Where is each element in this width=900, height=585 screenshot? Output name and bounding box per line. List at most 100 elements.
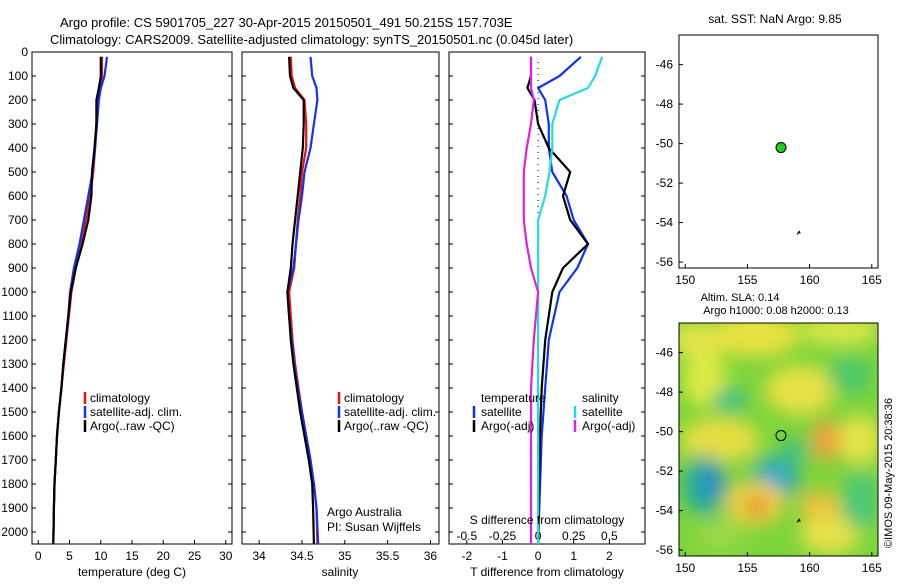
map-y-tick-label: -46 <box>656 58 674 72</box>
map-y-tick-label: -52 <box>656 176 674 190</box>
temperature-panel: 0 5 10 15 20 25 30 <box>35 56 233 563</box>
x-tick-label: 5 <box>66 549 73 563</box>
legend-label-t-argo: Argo(-adj) <box>481 419 534 433</box>
x-tick-label: 2 <box>606 549 613 563</box>
sst-map-title: sat. SST: NaN Argo: 9.85 <box>708 12 842 26</box>
salinity-legend: climatology satellite-adj. clim. Argo(..… <box>337 391 436 433</box>
legend-label-climatology: climatology <box>344 391 404 405</box>
s-difference-axis-label: S difference from climatology <box>470 513 625 527</box>
s-tick-label: 0.5 <box>601 529 618 543</box>
credit-line2: PI: Susan Wijffels <box>327 520 421 534</box>
map-y-tick-label: -50 <box>656 425 674 439</box>
x-tick-label: -2 <box>461 549 472 563</box>
map-x-tick-label: 160 <box>800 273 820 287</box>
s-tick-label: -0.5 <box>456 529 477 543</box>
salinity-axis-label: salinity <box>322 565 359 579</box>
depth-tick-label: 800 <box>8 237 28 251</box>
series-line-temperature-satellite <box>536 55 590 545</box>
x-tick-label: 34 <box>252 549 266 563</box>
imos-watermark: ©IMOS 09-May-2015 20:38:36 <box>883 398 895 548</box>
legend-label-satellite: satellite-adj. clim. <box>344 405 436 419</box>
x-tick-label: 0 <box>535 549 542 563</box>
legend-label-t-satellite: satellite <box>481 405 522 419</box>
s-tick-label: 0.25 <box>562 529 586 543</box>
legend-label-s-argo: Argo(-adj) <box>582 419 635 433</box>
depth-tick-label: 1100 <box>2 309 28 323</box>
depth-tick-label: 1800 <box>1 477 28 491</box>
series-line-temperature-argo-adj- <box>526 56 590 545</box>
legend-heading-temperature: temperature <box>481 391 546 405</box>
float-position-marker <box>775 430 787 442</box>
x-tick-label: 36 <box>424 549 438 563</box>
x-tick-label: 0 <box>35 549 42 563</box>
depth-tick-label: 1900 <box>1 501 28 515</box>
map-x-tick-label: 160 <box>800 561 820 575</box>
depth-tick-label: 700 <box>8 213 28 227</box>
legend-label-climatology: climatology <box>90 391 150 405</box>
island-outline <box>796 518 801 523</box>
depth-tick-label: 300 <box>8 117 28 131</box>
depth-tick-label: 1500 <box>1 405 28 419</box>
map-x-tick-label: 165 <box>862 561 882 575</box>
legend-label-argo: Argo(..raw -QC) <box>90 419 175 433</box>
map-y-tick-label: -54 <box>656 504 674 518</box>
difference-panel-frame <box>448 51 646 545</box>
header-line2: Climatology: CARS2009. Satellite-adjuste… <box>50 32 573 47</box>
island-outline <box>796 230 801 235</box>
map-x-tick-label: 150 <box>675 561 695 575</box>
sst-map-panel: 150 155 160 165 -46 -48 -50 -52 -54 -56 <box>656 58 882 287</box>
map-y-tick-label: -56 <box>656 255 674 269</box>
float-position-marker <box>775 142 787 154</box>
depth-tick-label: 1200 <box>1 333 28 347</box>
x-tick-label: -1 <box>497 549 508 563</box>
depth-tick-label: 1700 <box>1 453 28 467</box>
t-difference-axis-label: T difference from climatology <box>470 565 624 579</box>
sla-map-frame <box>678 322 879 557</box>
salinity-panel: 34 34.5 35 35.5 36 <box>252 56 438 563</box>
x-tick-label: 35.5 <box>376 549 400 563</box>
depth-axis: 0 100 200 300 400 500 600 700 800 900 1000 1100 1200… <box>1 45 645 539</box>
depth-tick-label: 1400 <box>1 381 28 395</box>
map-y-tick-label: -54 <box>656 216 674 230</box>
depth-tick-label: 900 <box>8 261 28 275</box>
header-line1: Argo profile: CS 5901705_227 30-Apr-2015… <box>60 15 513 30</box>
map-y-tick-label: -52 <box>656 464 674 478</box>
credit-line1: Argo Australia <box>327 505 402 519</box>
x-tick-label: 30 <box>219 549 233 563</box>
x-tick-label: 1 <box>570 549 577 563</box>
map-y-tick-label: -46 <box>656 346 674 360</box>
x-tick-label: 35 <box>338 549 352 563</box>
depth-tick-label: 2000 <box>1 525 28 539</box>
s-tick-label: -0.25 <box>489 529 517 543</box>
x-tick-label: 25 <box>188 549 202 563</box>
temperature-legend: climatology satellite-adj. clim. Argo(..… <box>83 391 182 433</box>
temperature-axis-label: temperature (deg C) <box>78 565 186 579</box>
sla-map-panel: 150 155 160 165 -46 -48 -50 -52 -54 -56 <box>656 346 882 575</box>
series-line-salinity-argo-adj- <box>522 56 540 544</box>
depth-tick-label: 1600 <box>1 429 28 443</box>
salinity-panel-frame <box>241 51 440 545</box>
series-line-climatology <box>52 56 104 545</box>
depth-tick-label: 500 <box>8 165 28 179</box>
legend-label-s-satellite: satellite <box>582 405 623 419</box>
sla-map-title1: Altim. SLA: 0.14 <box>701 292 780 304</box>
depth-tick-label: 600 <box>8 189 28 203</box>
depth-tick-label: 200 <box>8 93 28 107</box>
legend-label-argo: Argo(..raw -QC) <box>344 419 429 433</box>
map-x-tick-label: 155 <box>737 561 757 575</box>
map-y-tick-label: -48 <box>656 97 674 111</box>
map-x-tick-label: 155 <box>737 273 757 287</box>
series-line-argo-raw-qc- <box>52 56 102 545</box>
difference-legend: temperature salinity satellite Argo(-adj… <box>472 391 635 433</box>
map-x-tick-label: 150 <box>675 273 695 287</box>
depth-tick-label: 400 <box>8 141 28 155</box>
depth-tick-label: 0 <box>21 45 28 59</box>
map-y-tick-label: -56 <box>656 543 674 557</box>
x-tick-label: 34.5 <box>290 549 314 563</box>
series-line-satellite-adj-clim- <box>52 56 109 545</box>
temperature-panel-frame <box>31 51 233 545</box>
legend-label-satellite: satellite-adj. clim. <box>90 405 182 419</box>
